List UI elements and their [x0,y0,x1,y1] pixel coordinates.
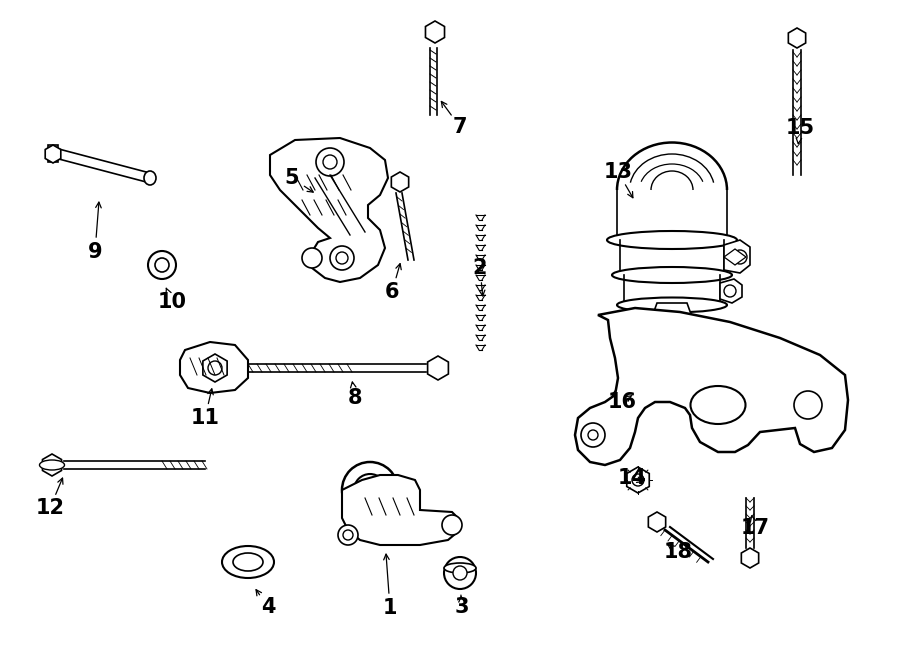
Circle shape [342,462,398,518]
Text: 2: 2 [472,258,487,278]
Text: 6: 6 [385,282,400,302]
Circle shape [364,484,376,496]
Ellipse shape [144,171,156,185]
Ellipse shape [233,553,263,571]
Circle shape [794,391,822,419]
Circle shape [148,251,176,279]
Circle shape [442,515,462,535]
Circle shape [48,461,56,469]
Circle shape [453,566,467,580]
Circle shape [444,557,476,589]
Polygon shape [617,400,633,420]
Polygon shape [180,342,248,393]
Circle shape [619,394,631,406]
Text: 11: 11 [191,408,220,428]
Polygon shape [575,308,848,465]
Polygon shape [720,279,742,303]
Circle shape [343,530,353,540]
Circle shape [724,285,736,297]
Circle shape [354,474,386,506]
Text: 9: 9 [87,242,103,262]
Text: 4: 4 [261,597,275,617]
Polygon shape [428,356,448,380]
Circle shape [316,148,344,176]
Circle shape [588,430,598,440]
Circle shape [338,525,358,545]
Polygon shape [342,475,460,545]
Polygon shape [55,148,150,183]
Ellipse shape [444,563,476,573]
Circle shape [302,248,322,268]
Text: 3: 3 [454,597,469,617]
Polygon shape [270,138,388,282]
Ellipse shape [607,231,737,249]
Ellipse shape [612,267,732,283]
Polygon shape [426,21,445,43]
Polygon shape [202,354,227,382]
Polygon shape [625,392,645,408]
Circle shape [336,252,348,264]
Ellipse shape [222,546,274,578]
Polygon shape [652,303,692,325]
Polygon shape [392,172,409,192]
Ellipse shape [617,297,727,313]
Polygon shape [724,249,746,265]
Circle shape [323,155,337,169]
Circle shape [581,423,605,447]
Text: 7: 7 [453,117,467,137]
Text: 17: 17 [741,518,770,538]
Circle shape [208,361,222,375]
Circle shape [632,474,644,486]
Polygon shape [742,548,759,568]
Polygon shape [626,467,649,493]
Polygon shape [724,240,750,273]
Circle shape [155,258,169,272]
Text: 8: 8 [347,388,362,408]
Circle shape [733,250,747,264]
Text: 18: 18 [663,542,692,562]
Polygon shape [648,512,666,532]
Text: 13: 13 [604,162,633,182]
Polygon shape [45,145,61,163]
Text: 12: 12 [35,498,65,518]
Polygon shape [48,145,58,162]
Text: 15: 15 [786,118,815,138]
Text: 14: 14 [617,468,646,488]
Circle shape [330,246,354,270]
Polygon shape [788,28,806,48]
Polygon shape [42,454,61,476]
Ellipse shape [690,386,745,424]
Ellipse shape [40,460,65,470]
Text: 5: 5 [284,168,300,188]
Text: 16: 16 [608,392,636,412]
Text: 1: 1 [382,598,397,618]
Text: 10: 10 [158,292,186,312]
Circle shape [612,387,638,413]
